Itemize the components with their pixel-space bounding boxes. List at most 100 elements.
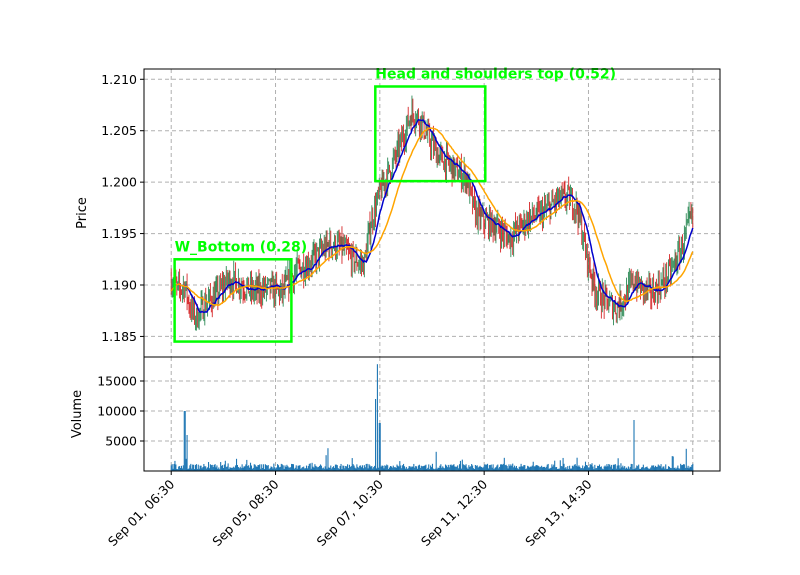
- volume-bar: [252, 467, 254, 471]
- volume-bar: [225, 466, 227, 471]
- volume-bar: [461, 459, 463, 471]
- volume-bar: [556, 467, 558, 471]
- volume-bar: [414, 467, 416, 471]
- volume-bar: [455, 466, 457, 471]
- volume-bar: [354, 467, 356, 471]
- volume-bar: [492, 464, 494, 471]
- volume-bar: [319, 465, 321, 471]
- volume-bar: [297, 465, 299, 471]
- volume-bar: [306, 468, 308, 471]
- volume-bar: [558, 468, 560, 471]
- volume-bar: [342, 465, 344, 471]
- volume-bar: [413, 463, 415, 471]
- volume-bar: [351, 458, 353, 471]
- volume-bar: [445, 465, 448, 471]
- volume-bar: [594, 464, 596, 471]
- volume-bar: [469, 466, 471, 471]
- volume-bar: [250, 465, 253, 471]
- volume-bar: [391, 467, 393, 471]
- volume-bar: [553, 464, 555, 471]
- volume-bar: [433, 469, 435, 471]
- volume-bar: [679, 468, 681, 471]
- volume-ytick-label: 10000: [97, 404, 137, 419]
- volume-bar: [424, 465, 426, 471]
- volume-bar: [536, 465, 538, 471]
- volume-bar: [550, 467, 552, 471]
- volume-bar: [332, 467, 334, 471]
- volume-bar: [463, 464, 465, 471]
- volume-bar: [629, 466, 631, 471]
- volume-bar: [668, 466, 671, 471]
- volume-bar: [674, 467, 676, 471]
- pattern-annotations: W_Bottom (0.28) Head and shoulders top (0…: [173, 66, 616, 343]
- volume-bar: [652, 465, 654, 471]
- volume-bar: [614, 464, 616, 471]
- volume-bar: [291, 463, 293, 471]
- volume-bar: [560, 465, 562, 471]
- volume-bar: [527, 465, 529, 471]
- volume-bar: [496, 465, 498, 471]
- volume-bar: [599, 466, 601, 471]
- volume-bar: [564, 468, 566, 471]
- volume-bar: [328, 467, 330, 471]
- volume-bar: [380, 466, 382, 471]
- volume-bar: [472, 465, 474, 471]
- volume-bar: [628, 468, 630, 471]
- volume-bar: [627, 466, 629, 471]
- volume-bar: [294, 467, 296, 471]
- volume-bar: [458, 464, 461, 471]
- volume-bar: [187, 469, 189, 471]
- volume-bar: [681, 465, 683, 471]
- volume-bar: [172, 468, 174, 471]
- volume-bar: [488, 465, 490, 471]
- volume-bar: [219, 469, 221, 471]
- volume-bar: [242, 467, 244, 471]
- volume-bar: [213, 465, 215, 471]
- volume-bar: [329, 467, 331, 471]
- volume-bar: [202, 467, 204, 471]
- volume-bar: [575, 465, 577, 471]
- volume-bar: [670, 468, 672, 471]
- volume-bar: [452, 464, 454, 471]
- volume-bar: [179, 466, 181, 471]
- volume-bar: [572, 466, 574, 471]
- volume-bar: [371, 466, 373, 471]
- volume-bar: [491, 467, 493, 471]
- volume-bar: [266, 465, 268, 471]
- volume-bar: [500, 464, 503, 471]
- volume-ytick-label: 15000: [97, 374, 137, 389]
- volume-bar: [322, 467, 324, 471]
- volume-bar: [671, 456, 673, 471]
- volume-bar: [434, 468, 436, 471]
- volume-bar: [667, 466, 670, 471]
- volume-bar: [402, 463, 405, 471]
- volume-bar: [516, 468, 518, 471]
- volume-bar: [547, 463, 549, 471]
- volume-bar: [481, 467, 483, 471]
- volume-bar: [343, 465, 345, 471]
- volume-bar: [303, 466, 305, 471]
- volume-bar: [358, 467, 360, 471]
- volume-bar: [333, 467, 336, 471]
- volume-bar: [267, 465, 269, 471]
- volume-bar: [483, 466, 485, 471]
- volume-bar: [579, 466, 581, 471]
- volume-bar: [517, 469, 519, 471]
- volume-bar: [207, 467, 209, 471]
- volume-bar: [635, 467, 637, 471]
- volume-bar: [450, 464, 452, 471]
- volume-bar: [352, 464, 354, 471]
- volume-bar: [562, 457, 564, 471]
- volume-bar: [439, 465, 441, 471]
- volume-bar: [678, 468, 680, 471]
- volume-bar: [468, 465, 470, 471]
- volume-bar: [234, 467, 236, 471]
- volume-bar: [642, 464, 644, 471]
- volume-bar: [649, 468, 651, 471]
- pattern-label-1: Head and shoulders top (0.52): [375, 66, 616, 82]
- volume-bar: [185, 458, 187, 471]
- volume-bar: [178, 466, 180, 471]
- volume-bar: [680, 463, 682, 471]
- price-ytick-label: 1.190: [101, 278, 137, 293]
